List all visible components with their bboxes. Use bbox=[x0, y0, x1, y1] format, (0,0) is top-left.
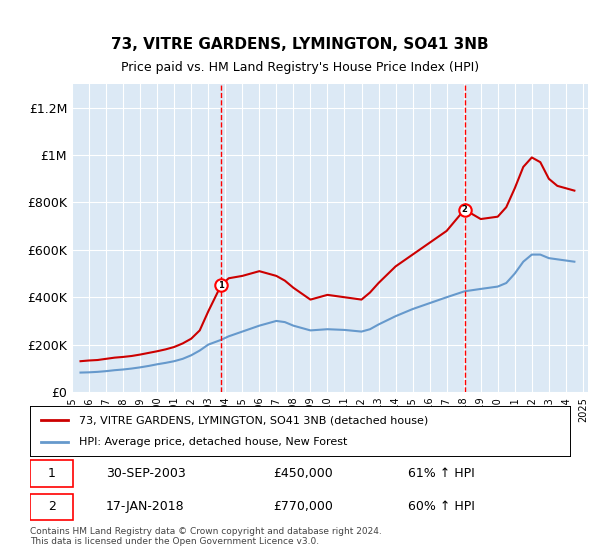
Text: 73, VITRE GARDENS, LYMINGTON, SO41 3NB (detached house): 73, VITRE GARDENS, LYMINGTON, SO41 3NB (… bbox=[79, 415, 428, 425]
Text: £770,000: £770,000 bbox=[273, 500, 333, 514]
Text: 17-JAN-2018: 17-JAN-2018 bbox=[106, 500, 184, 514]
Text: Price paid vs. HM Land Registry's House Price Index (HPI): Price paid vs. HM Land Registry's House … bbox=[121, 60, 479, 74]
FancyBboxPatch shape bbox=[30, 460, 73, 487]
Text: 2: 2 bbox=[47, 500, 56, 514]
Text: Contains HM Land Registry data © Crown copyright and database right 2024.
This d: Contains HM Land Registry data © Crown c… bbox=[30, 526, 382, 546]
Text: 60% ↑ HPI: 60% ↑ HPI bbox=[408, 500, 475, 514]
Text: 61% ↑ HPI: 61% ↑ HPI bbox=[408, 466, 475, 480]
Text: HPI: Average price, detached house, New Forest: HPI: Average price, detached house, New … bbox=[79, 437, 347, 447]
Text: 1: 1 bbox=[47, 466, 56, 480]
Text: 2: 2 bbox=[461, 205, 467, 214]
Text: 73, VITRE GARDENS, LYMINGTON, SO41 3NB: 73, VITRE GARDENS, LYMINGTON, SO41 3NB bbox=[111, 38, 489, 52]
FancyBboxPatch shape bbox=[30, 493, 73, 520]
Point bbox=[216, 281, 226, 290]
Point bbox=[460, 205, 469, 214]
Text: £450,000: £450,000 bbox=[273, 466, 333, 480]
Text: 30-SEP-2003: 30-SEP-2003 bbox=[106, 466, 185, 480]
Text: 1: 1 bbox=[218, 281, 224, 290]
